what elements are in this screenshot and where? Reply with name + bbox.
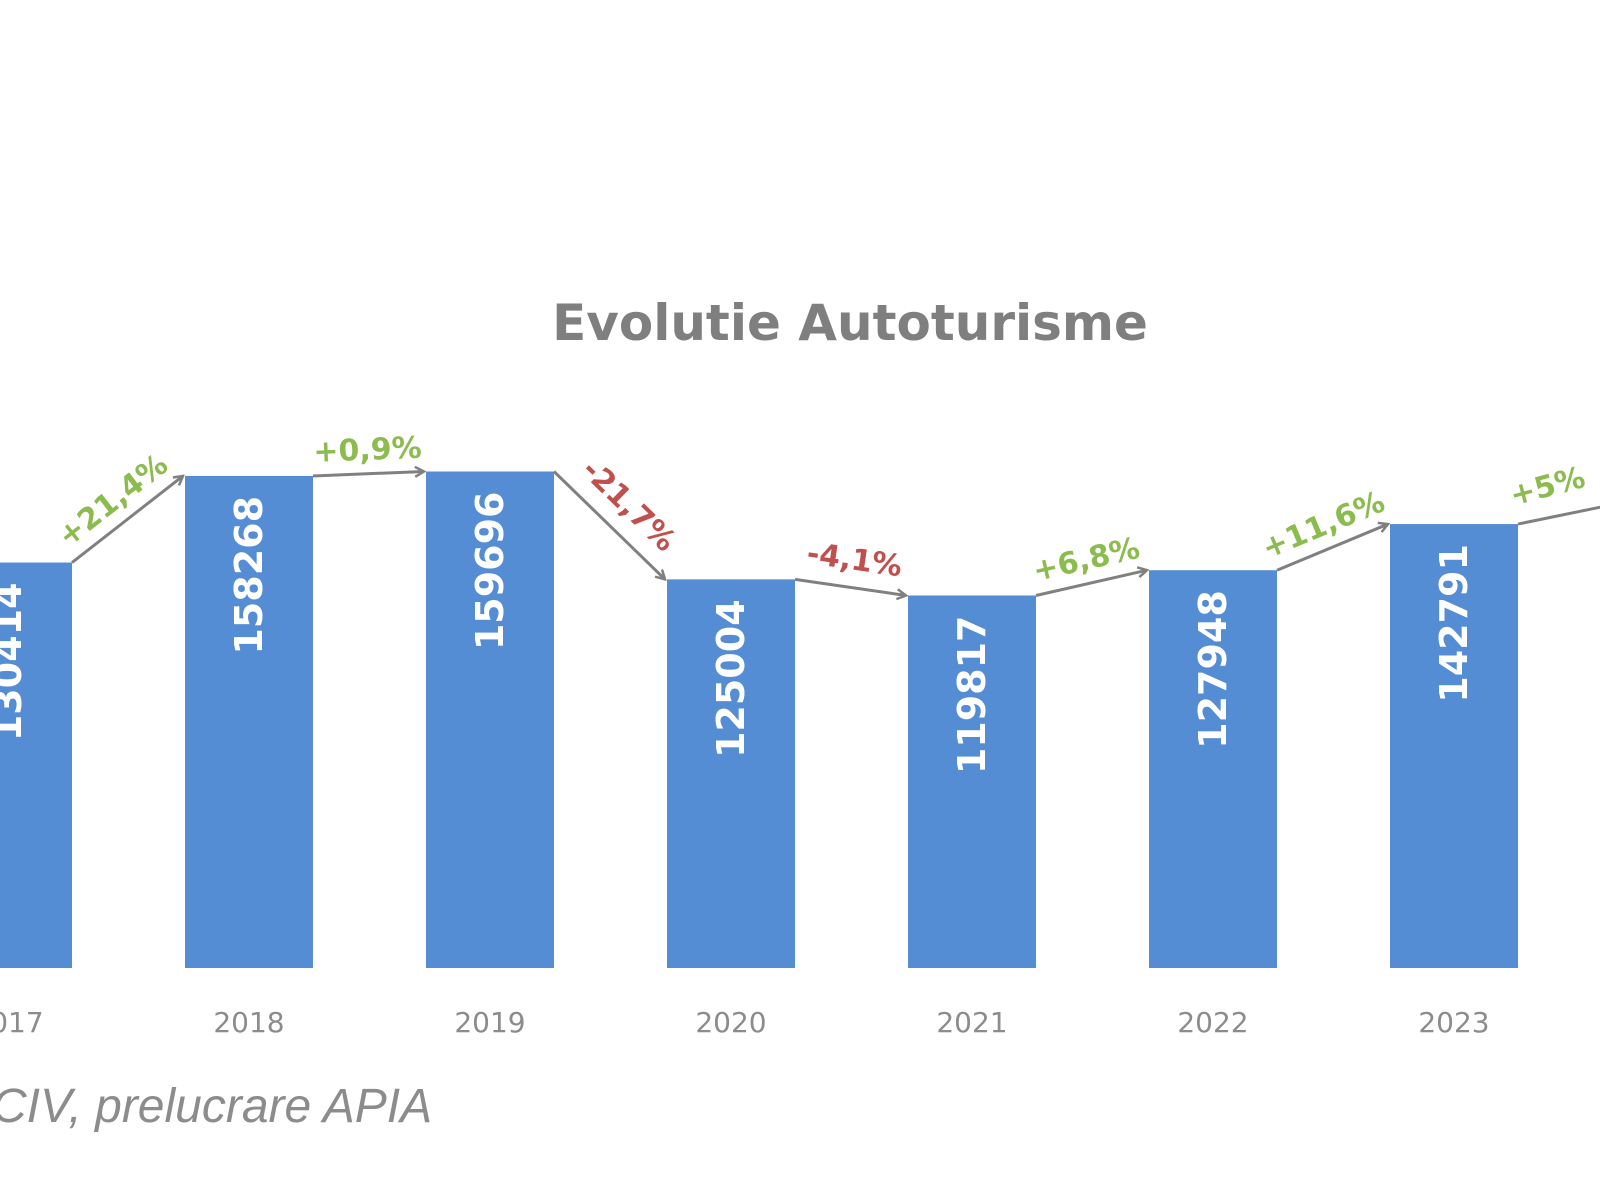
x-tick-label: 2021 [936, 1006, 1007, 1039]
bar-value-label: 127948 [1191, 590, 1235, 749]
change-arrow [312, 472, 424, 476]
change-arrow [1276, 524, 1388, 572]
change-label: +21,4% [51, 447, 174, 554]
change-label: +5% [1506, 460, 1589, 513]
bar-2023 [1390, 524, 1518, 968]
x-tick-label: 2017 [0, 1006, 44, 1039]
change-label: +0,9% [313, 431, 423, 470]
x-tick-label: 2020 [695, 1006, 766, 1039]
x-tick-label: 2022 [1177, 1006, 1248, 1039]
bar-2022 [1149, 570, 1277, 968]
bar-value-label: 125004 [709, 599, 753, 758]
change-arrow [1517, 505, 1600, 526]
bar-value-label: 130414 [0, 583, 30, 742]
bar-value-label: 159696 [468, 492, 512, 651]
bar-2019 [426, 471, 554, 968]
bar-value-label: 142791 [1432, 544, 1476, 703]
bar-2021 [908, 595, 1036, 968]
bar-value-label: 119817 [950, 615, 994, 774]
change-arrow [71, 476, 183, 564]
x-tick-label: 2019 [454, 1006, 525, 1039]
chart-title: Evolutie Autoturisme [552, 294, 1148, 352]
change-label: -4,1% [805, 536, 905, 584]
change-arrow [1035, 570, 1147, 597]
x-tick-label: 2018 [213, 1006, 284, 1039]
x-tick-label: 2023 [1418, 1006, 1489, 1039]
change-arrow [552, 470, 665, 580]
change-arrow [794, 577, 906, 595]
change-label: +6,8% [1030, 531, 1143, 589]
source-note: CIV, prelucrare APIA [0, 1080, 432, 1133]
change-label: +11,6% [1257, 484, 1390, 566]
bar-2017 [0, 562, 72, 968]
bar-2018 [185, 475, 313, 968]
bar-2020 [667, 579, 795, 968]
bar-value-label: 158268 [227, 496, 271, 655]
